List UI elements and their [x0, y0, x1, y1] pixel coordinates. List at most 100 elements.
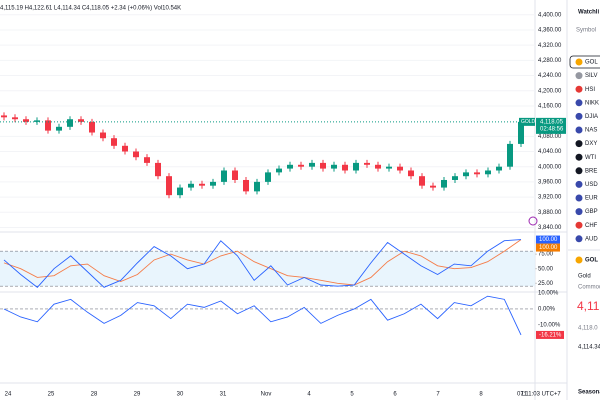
symbol-icon: [575, 112, 583, 120]
d-last: 100.00: [539, 245, 558, 251]
candle-body: [221, 170, 227, 182]
d-line: [3, 239, 522, 286]
x-tick-label: 31: [220, 392, 227, 398]
y-tick-label: 4,080.00: [538, 134, 562, 140]
y-tick-label: 3,840.00: [538, 225, 562, 231]
candle-body: [45, 120, 51, 131]
momentum-last: -16.21%: [539, 333, 562, 339]
y-tick-label: -10.00%: [538, 323, 561, 329]
watchlist-footer: Seasona: [578, 390, 600, 396]
watchlist-item[interactable]: DXY: [585, 141, 597, 147]
x-tick-label: 24: [5, 392, 12, 398]
detail-price2: 4,118.0: [578, 326, 598, 332]
clock: 07:11:03 UTC+7: [517, 392, 561, 398]
symbol-tag: [519, 117, 535, 126]
candle-body: [353, 162, 359, 171]
selected-row: [569, 55, 600, 69]
x-tick-label: 11: [521, 392, 528, 398]
candle-body: [331, 164, 337, 169]
candle-body: [144, 157, 150, 163]
x-tick-label: 5: [350, 392, 354, 398]
watchlist-item[interactable]: NAS: [585, 128, 597, 134]
symbol-icon: [575, 58, 583, 66]
candle-body: [34, 120, 40, 122]
symbol-icon: [575, 99, 583, 107]
candle-body: [89, 121, 95, 133]
candle-body: [485, 170, 491, 175]
candle-body: [309, 162, 315, 167]
detail-price: 4,11: [577, 299, 600, 313]
candle-body: [474, 172, 480, 175]
candle-body: [56, 126, 62, 131]
candle-body: [452, 176, 458, 180]
x-tick-label: 6: [393, 392, 397, 398]
candle-body: [23, 119, 29, 122]
watchlist-title: Watchli: [578, 10, 599, 16]
detail-category: Commodi: [578, 285, 600, 291]
symbol-icon: [575, 256, 583, 264]
watchlist-item[interactable]: GBP: [585, 209, 598, 215]
watchlist-item[interactable]: AUD: [585, 236, 598, 242]
watchlist-item[interactable]: GOL: [585, 60, 598, 66]
candle-body: [496, 166, 502, 171]
y-tick-label: 4,240.00: [538, 73, 562, 79]
watchlist-item[interactable]: EUR: [585, 196, 598, 202]
k-line: [3, 239, 522, 288]
watchlist-item[interactable]: WTI: [585, 155, 596, 161]
symbol-icon: [575, 180, 583, 188]
candle-body: [265, 172, 271, 182]
candle-body: [67, 119, 73, 127]
x-tick-label: 28: [91, 392, 98, 398]
detail-symbol: GOL: [585, 258, 598, 264]
candle-body: [100, 132, 106, 139]
candle-body: [320, 162, 326, 169]
alert-icon[interactable]: [528, 216, 538, 226]
y-tick-label: 4,280.00: [538, 58, 562, 64]
y-tick-label: 25.00: [538, 281, 554, 287]
momentum-tag: [536, 330, 564, 339]
watchlist-item[interactable]: HSI: [585, 87, 595, 93]
watchlist-item[interactable]: BRE: [585, 168, 597, 174]
candle-body: [342, 164, 348, 171]
candle-body: [188, 183, 194, 188]
watchlist-item[interactable]: NIKK: [585, 100, 599, 106]
candle-body: [199, 183, 205, 186]
symbol-icon: [575, 85, 583, 93]
symbol-icon: [575, 194, 583, 202]
candle-body: [386, 166, 392, 169]
y-tick-label: 3,920.00: [538, 195, 562, 201]
y-tick-label: 4,160.00: [538, 104, 562, 110]
y-tick-label: 4,320.00: [538, 43, 562, 49]
candle-body: [364, 162, 370, 165]
candle-body: [408, 170, 414, 177]
y-tick-label: 4,000.00: [538, 164, 562, 170]
watchlist-item[interactable]: USD: [585, 182, 598, 188]
y-tick-label: 4,400.00: [538, 12, 562, 18]
last-price: 4,118.05: [540, 119, 564, 125]
candle-body: [232, 170, 238, 180]
y-tick-label: 3,960.00: [538, 179, 562, 185]
candle-body: [287, 164, 293, 169]
price-tag: [536, 117, 566, 134]
symbol-icon: [575, 72, 583, 80]
candle-body: [210, 181, 216, 186]
x-tick-label: 25: [48, 392, 55, 398]
symbol-icon: [575, 167, 583, 175]
watchlist-item[interactable]: CHF: [585, 223, 598, 229]
y-tick-label: 4,360.00: [538, 28, 562, 34]
candle-body: [419, 176, 425, 186]
momentum-line: [3, 295, 522, 336]
detail-low: 4,114.34: [578, 345, 600, 351]
x-tick-label: 30: [177, 392, 184, 398]
ohlc-header: 4,115.19 H4,122.61 L4,114.34 C4,118.05 +…: [0, 6, 181, 12]
watchlist-column: Symbol: [576, 28, 596, 34]
y-tick-label: 10.00%: [538, 291, 559, 297]
watchlist-item[interactable]: DJIA: [585, 114, 598, 120]
symbol-icon: [575, 221, 583, 229]
y-tick-label: 75.00: [538, 252, 554, 258]
k-tag: [536, 235, 560, 244]
candle-body: [430, 185, 436, 188]
watchlist-item[interactable]: SILV: [585, 73, 598, 79]
candle-body: [441, 179, 447, 188]
